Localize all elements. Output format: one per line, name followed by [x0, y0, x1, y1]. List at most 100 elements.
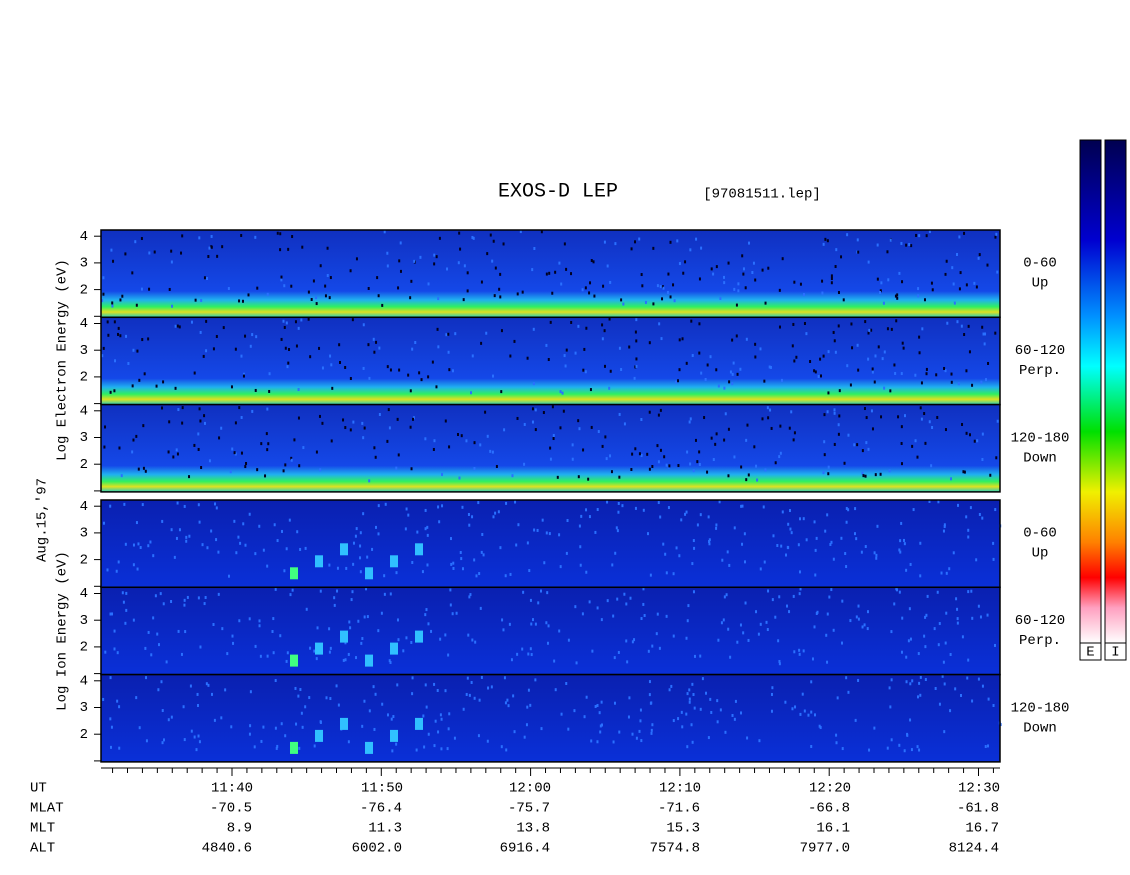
- row-value: 11.3: [368, 821, 402, 837]
- noise: [331, 386, 334, 390]
- noise: [240, 451, 243, 455]
- noise: [526, 541, 529, 545]
- noise: [861, 625, 864, 629]
- noise: [827, 472, 830, 476]
- noise: [534, 622, 537, 626]
- noise: [377, 532, 380, 536]
- noise: [861, 471, 864, 475]
- noise: [284, 346, 287, 350]
- noise: [266, 564, 269, 568]
- noise: [698, 462, 701, 466]
- noise: [230, 725, 233, 729]
- noise: [754, 355, 757, 359]
- noise: [635, 318, 638, 322]
- noise: [900, 462, 903, 466]
- panel-label: 120-180: [1011, 430, 1070, 446]
- noise: [690, 723, 693, 727]
- noise: [918, 351, 921, 355]
- noise: [823, 453, 826, 457]
- noise: [283, 325, 286, 329]
- noise: [215, 334, 218, 338]
- noise: [986, 744, 989, 748]
- noise: [744, 601, 747, 605]
- noise: [359, 556, 362, 560]
- noise: [951, 266, 954, 270]
- noise: [242, 372, 245, 376]
- noise: [274, 587, 277, 591]
- noise: [661, 297, 664, 301]
- noise: [552, 433, 555, 437]
- noise: [965, 431, 968, 435]
- noise: [256, 286, 259, 290]
- noise: [373, 350, 376, 354]
- noise: [977, 677, 980, 681]
- noise: [992, 541, 995, 545]
- noise: [870, 328, 873, 332]
- noise: [744, 286, 747, 290]
- noise: [208, 246, 211, 250]
- noise: [510, 658, 513, 662]
- noise: [994, 508, 997, 512]
- noise: [515, 543, 518, 547]
- noise: [651, 723, 654, 727]
- noise: [758, 739, 761, 743]
- noise: [646, 452, 649, 456]
- noise: [170, 599, 173, 603]
- noise: [833, 411, 836, 415]
- noise: [125, 591, 128, 595]
- noise: [523, 462, 526, 466]
- noise: [733, 455, 736, 459]
- noise: [740, 465, 743, 469]
- noise: [177, 629, 180, 633]
- noise: [582, 448, 585, 452]
- noise: [742, 631, 745, 635]
- noise: [628, 345, 631, 349]
- noise: [943, 682, 946, 686]
- noise: [240, 354, 243, 358]
- noise: [830, 281, 833, 285]
- noise: [695, 237, 698, 241]
- noise: [349, 626, 352, 630]
- noise: [722, 618, 725, 622]
- noise: [149, 540, 152, 544]
- noise: [648, 467, 651, 471]
- noise: [454, 332, 457, 336]
- noise: [715, 368, 718, 372]
- noise: [375, 340, 378, 344]
- noise: [882, 301, 885, 305]
- noise: [716, 720, 719, 724]
- noise: [715, 526, 718, 530]
- noise: [900, 372, 903, 376]
- noise: [943, 525, 946, 529]
- noise: [698, 450, 701, 454]
- noise: [227, 287, 230, 291]
- noise: [409, 296, 412, 300]
- noise: [111, 301, 114, 305]
- y-tick-label: 3: [80, 343, 88, 359]
- noise: [826, 660, 829, 664]
- noise: [477, 734, 480, 738]
- noise: [175, 448, 178, 452]
- noise: [435, 385, 438, 389]
- noise: [618, 730, 621, 734]
- noise: [210, 692, 213, 696]
- noise: [837, 290, 840, 294]
- noise: [616, 529, 619, 533]
- noise: [875, 556, 878, 560]
- noise: [603, 240, 606, 244]
- noise: [305, 607, 308, 611]
- noise: [699, 707, 702, 711]
- y-tick-label: 4: [80, 586, 88, 602]
- ion-burst: [290, 654, 298, 667]
- noise: [352, 562, 355, 566]
- noise: [845, 506, 848, 510]
- noise: [176, 452, 179, 456]
- noise: [835, 741, 838, 745]
- noise: [504, 574, 507, 578]
- noise: [546, 641, 549, 645]
- noise: [855, 615, 858, 619]
- noise: [588, 600, 591, 604]
- noise: [500, 745, 503, 749]
- row-value: 16.1: [816, 821, 850, 837]
- noise: [198, 740, 201, 744]
